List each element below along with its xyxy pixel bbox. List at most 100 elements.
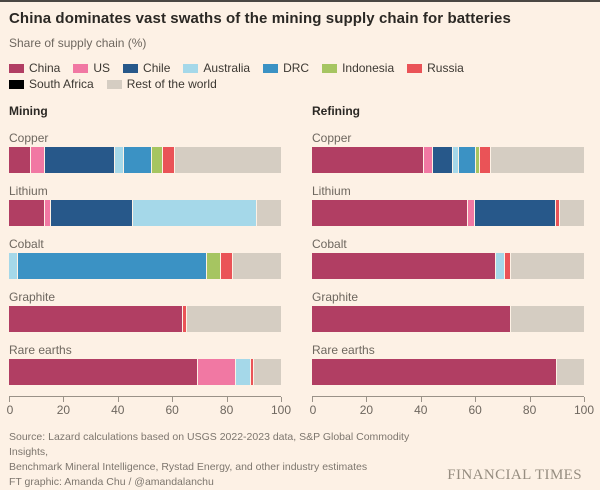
segment-russia xyxy=(163,147,174,173)
segment-rest-of-the-world xyxy=(511,253,584,279)
legend-label-us: US xyxy=(93,61,111,75)
category-label-rare-earths: Rare earths xyxy=(312,343,375,357)
segment-russia xyxy=(221,253,232,279)
segment-rest-of-the-world xyxy=(254,359,281,385)
segment-us xyxy=(44,200,51,226)
category-label-cobalt: Cobalt xyxy=(312,237,347,251)
bar-row-refining-cobalt: Cobalt xyxy=(312,237,584,279)
category-label-graphite: Graphite xyxy=(312,290,359,304)
legend-swatch-south-africa xyxy=(9,79,24,89)
category-label-lithium: Lithium xyxy=(9,184,48,198)
bar-row-refining-lithium: Lithium xyxy=(312,184,585,226)
axis-tick-label-20: 20 xyxy=(359,403,374,417)
legend-item-russia: Russia xyxy=(407,60,464,76)
axis-tick-label-100: 100 xyxy=(573,403,595,417)
segment-rest-of-the-world xyxy=(256,200,282,226)
legend-swatch-russia xyxy=(407,63,423,73)
axis-tick-20 xyxy=(366,397,368,402)
segment-indonesia xyxy=(151,147,163,173)
footer: Source: Lazard calculations based on USG… xyxy=(9,430,584,490)
x-axis-mining: 0 20 40 60 80 100 xyxy=(6,396,291,418)
legend-swatch-chile xyxy=(123,63,139,73)
legend-label-indonesia: Indonesia xyxy=(342,61,395,75)
chart-panels: Mining Copper Lithium Cobalt Graphite Rare ea… xyxy=(6,104,594,418)
category-label-cobalt: Cobalt xyxy=(9,237,44,251)
legend-item-indonesia: Indonesia xyxy=(322,60,394,76)
source-line-1: Source: Lazard calculations based on USG… xyxy=(9,431,410,458)
legend-label-drc: DRC xyxy=(283,61,310,75)
category-label-copper: Copper xyxy=(9,131,49,145)
segment-china xyxy=(9,200,44,226)
axis-tick-80 xyxy=(226,397,228,402)
axis-tick-label-0: 0 xyxy=(309,403,317,417)
bar-row-refining-graphite: Graphite xyxy=(312,290,584,332)
segment-indonesia xyxy=(476,147,479,173)
stacked-bar-refining-cobalt xyxy=(312,253,584,279)
stacked-bar-refining-lithium xyxy=(312,200,585,226)
legend-label-australia: Australia xyxy=(203,61,251,75)
segment-china xyxy=(9,306,182,332)
segment-china xyxy=(312,253,495,279)
legend-item-china: China xyxy=(9,60,60,76)
axis-tick-label-60: 60 xyxy=(468,403,482,417)
legend-item-us: US xyxy=(73,60,110,76)
axis-tick-label-80: 80 xyxy=(522,403,537,417)
segment-chile xyxy=(474,200,556,226)
bar-row-refining-rare-earths: Rare earths xyxy=(312,343,584,385)
axis-tick-60 xyxy=(172,397,174,402)
segment-us xyxy=(424,147,433,173)
ft-graphic-credit: FT graphic: Amanda Chu / @amandalanchu xyxy=(9,475,214,488)
legend-label-chile: Chile xyxy=(143,61,171,75)
segment-russia xyxy=(250,359,254,385)
legend: China US Chile Australia DRC Indonesia Russia S… xyxy=(9,60,529,92)
segment-drc xyxy=(18,253,206,279)
legend-item-south-africa: South Africa xyxy=(9,76,94,92)
segment-russia xyxy=(479,147,491,173)
segment-us xyxy=(31,147,45,173)
axis-tick-100 xyxy=(281,397,282,402)
segment-china xyxy=(312,147,424,173)
panel-mining: Mining Copper Lithium Cobalt Graphite Rare ea… xyxy=(6,104,291,418)
stacked-bar-mining-copper xyxy=(9,147,281,173)
segment-china xyxy=(312,306,510,332)
top-rule xyxy=(0,0,600,2)
panel-title-mining: Mining xyxy=(9,104,48,118)
segment-rest-of-the-world xyxy=(559,200,585,226)
segment-us xyxy=(197,359,236,385)
axis-tick-0 xyxy=(312,397,313,402)
category-label-copper: Copper xyxy=(312,131,352,145)
legend-item-rest-of-the-world: Rest of the world xyxy=(106,76,217,92)
legend-item-australia: Australia xyxy=(183,60,250,76)
axis-tick-label-20: 20 xyxy=(56,403,71,417)
legend-swatch-china xyxy=(9,63,24,73)
axis-tick-label-0: 0 xyxy=(6,403,14,417)
axis-tick-40 xyxy=(117,397,119,402)
axis-tick-80 xyxy=(529,397,531,402)
segment-rest-of-the-world xyxy=(175,147,281,173)
panel-refining: Refining Copper Lithium Cobalt Graphite Rare … xyxy=(309,104,594,418)
legend-swatch-drc xyxy=(263,63,279,73)
stacked-bar-mining-rare-earths xyxy=(9,359,281,385)
axis-tick-label-40: 40 xyxy=(111,403,125,417)
segment-us xyxy=(468,200,474,226)
legend-swatch-us xyxy=(73,63,89,73)
legend-swatch-indonesia xyxy=(322,63,338,73)
segment-russia xyxy=(182,306,186,332)
category-label-lithium: Lithium xyxy=(312,184,351,198)
segment-chile xyxy=(45,147,115,173)
segment-australia xyxy=(452,147,459,173)
legend-item-chile: Chile xyxy=(123,60,170,76)
bar-row-mining-graphite: Graphite xyxy=(9,290,281,332)
legend-label-china: China xyxy=(29,61,61,75)
segment-china xyxy=(312,200,468,226)
financial-times-logo: FINANCIAL TIMES xyxy=(447,466,582,483)
page-title: China dominates vast swaths of the minin… xyxy=(9,10,511,27)
segment-russia xyxy=(556,200,559,226)
axis-tick-100 xyxy=(584,397,585,402)
bar-row-mining-cobalt: Cobalt xyxy=(9,237,281,279)
stacked-bar-mining-cobalt xyxy=(9,253,281,279)
segment-rest-of-the-world xyxy=(556,359,584,385)
segment-china xyxy=(312,359,556,385)
segment-rest-of-the-world xyxy=(186,306,281,332)
stacked-bar-mining-lithium xyxy=(9,200,282,226)
